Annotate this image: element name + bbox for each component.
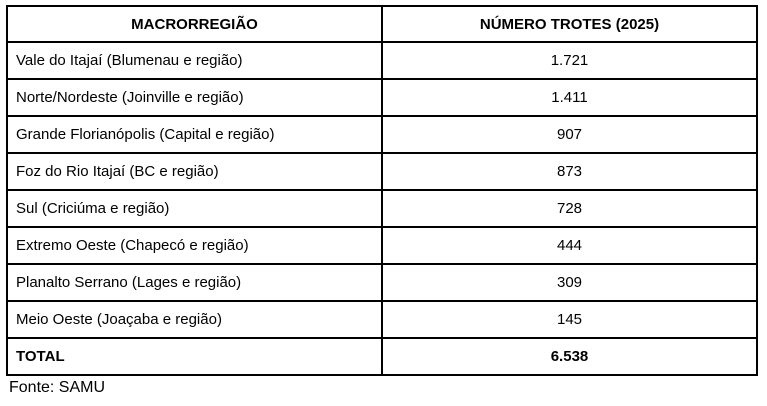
- value-cell: 907: [381, 115, 758, 154]
- value-cell: 1.411: [381, 78, 758, 117]
- region-cell: Meio Oeste (Joaçaba e região): [6, 300, 383, 339]
- region-cell: Planalto Serrano (Lages e região): [6, 263, 383, 302]
- value-cell: 1.721: [381, 41, 758, 80]
- region-cell: Extremo Oeste (Chapecó e região): [6, 226, 383, 265]
- value-cell: 444: [381, 226, 758, 265]
- region-cell: Vale do Itajaí (Blumenau e região): [6, 41, 383, 80]
- region-cell: Grande Florianópolis (Capital e região): [6, 115, 383, 154]
- trotes-table: MACRORREGIÃO NÚMERO TROTES (2025) Vale d…: [6, 5, 758, 376]
- region-cell: Sul (Criciúma e região): [6, 189, 383, 228]
- page: MACRORREGIÃO NÚMERO TROTES (2025) Vale d…: [6, 5, 758, 396]
- total-label-cell: TOTAL: [6, 337, 383, 376]
- table-body: Vale do Itajaí (Blumenau e região) 1.721…: [6, 41, 758, 376]
- source-note: Fonte: SAMU: [9, 379, 106, 396]
- value-cell: 873: [381, 152, 758, 191]
- value-cell: 728: [381, 189, 758, 228]
- column-header-numero-trotes: NÚMERO TROTES (2025): [381, 5, 758, 43]
- value-cell: 309: [381, 263, 758, 302]
- table-row: Meio Oeste (Joaçaba e região) 145: [6, 300, 758, 339]
- value-cell: 145: [381, 300, 758, 339]
- region-cell: Norte/Nordeste (Joinville e região): [6, 78, 383, 117]
- header-row: MACRORREGIÃO NÚMERO TROTES (2025): [6, 5, 758, 43]
- table-row: Sul (Criciúma e região) 728: [6, 189, 758, 228]
- table-row: Vale do Itajaí (Blumenau e região) 1.721: [6, 41, 758, 80]
- table-row: Norte/Nordeste (Joinville e região) 1.41…: [6, 78, 758, 117]
- table-row: Foz do Rio Itajaí (BC e região) 873: [6, 152, 758, 191]
- region-cell: Foz do Rio Itajaí (BC e região): [6, 152, 383, 191]
- total-value-cell: 6.538: [381, 337, 758, 376]
- total-row: TOTAL 6.538: [6, 337, 758, 376]
- column-header-macrorregiao: MACRORREGIÃO: [6, 5, 383, 43]
- table-row: Planalto Serrano (Lages e região) 309: [6, 263, 758, 302]
- table-row: Extremo Oeste (Chapecó e região) 444: [6, 226, 758, 265]
- table-row: Grande Florianópolis (Capital e região) …: [6, 115, 758, 154]
